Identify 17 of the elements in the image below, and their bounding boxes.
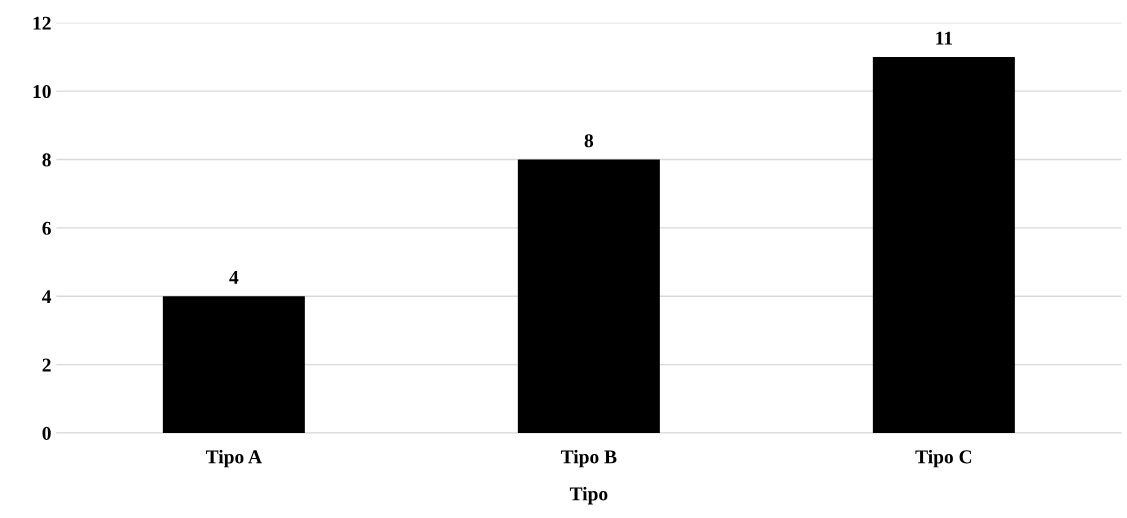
x-tick-label: Tipo A bbox=[205, 449, 262, 468]
x-tick-label: Tipo B bbox=[560, 449, 617, 468]
bar bbox=[872, 56, 1015, 434]
x-axis-title: Tipo bbox=[569, 486, 608, 505]
bar bbox=[162, 296, 305, 434]
bar bbox=[517, 159, 660, 434]
y-tick-label: 2 bbox=[42, 358, 51, 372]
data-label: 4 bbox=[229, 271, 239, 284]
y-tick-label: 4 bbox=[42, 290, 52, 304]
y-tick-label: 12 bbox=[33, 16, 51, 30]
data-label: 11 bbox=[936, 31, 953, 45]
y-tick-label: 0 bbox=[42, 426, 51, 440]
x-tick-label: Tipo C bbox=[915, 449, 972, 468]
y-tick-label: 10 bbox=[33, 84, 51, 99]
data-label: 8 bbox=[584, 134, 594, 148]
y-tick-label: 8 bbox=[42, 153, 51, 167]
y-tick-label: 6 bbox=[42, 221, 51, 235]
